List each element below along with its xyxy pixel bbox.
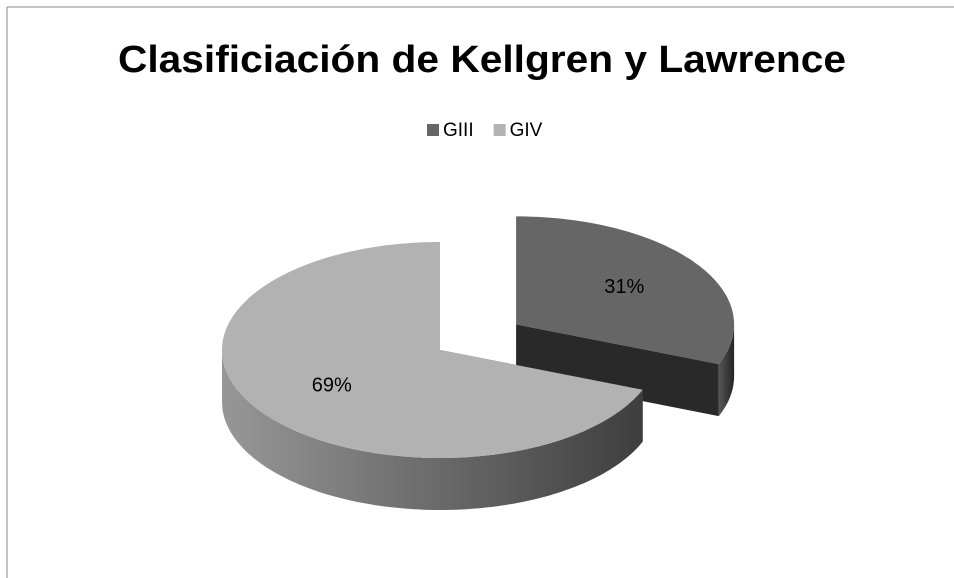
chart-title: Clasificiación de Kellgren y Lawrence (118, 39, 846, 81)
pie-slice (222, 242, 643, 510)
pie: 31% 69% (222, 216, 735, 510)
legend-label: GIV (510, 120, 543, 141)
legend-swatch (427, 124, 439, 136)
slice-side-face (516, 324, 719, 417)
slice-top (516, 216, 735, 365)
legend-swatch (493, 124, 506, 136)
legend: GIII GIV (427, 120, 543, 141)
pie-slice (516, 216, 735, 417)
data-label: 31% (604, 276, 644, 298)
slice-top (222, 242, 643, 458)
data-label: 69% (312, 375, 352, 397)
slice-wall (718, 324, 735, 417)
legend-label: GIII (443, 120, 474, 141)
slice-wall (222, 350, 643, 510)
